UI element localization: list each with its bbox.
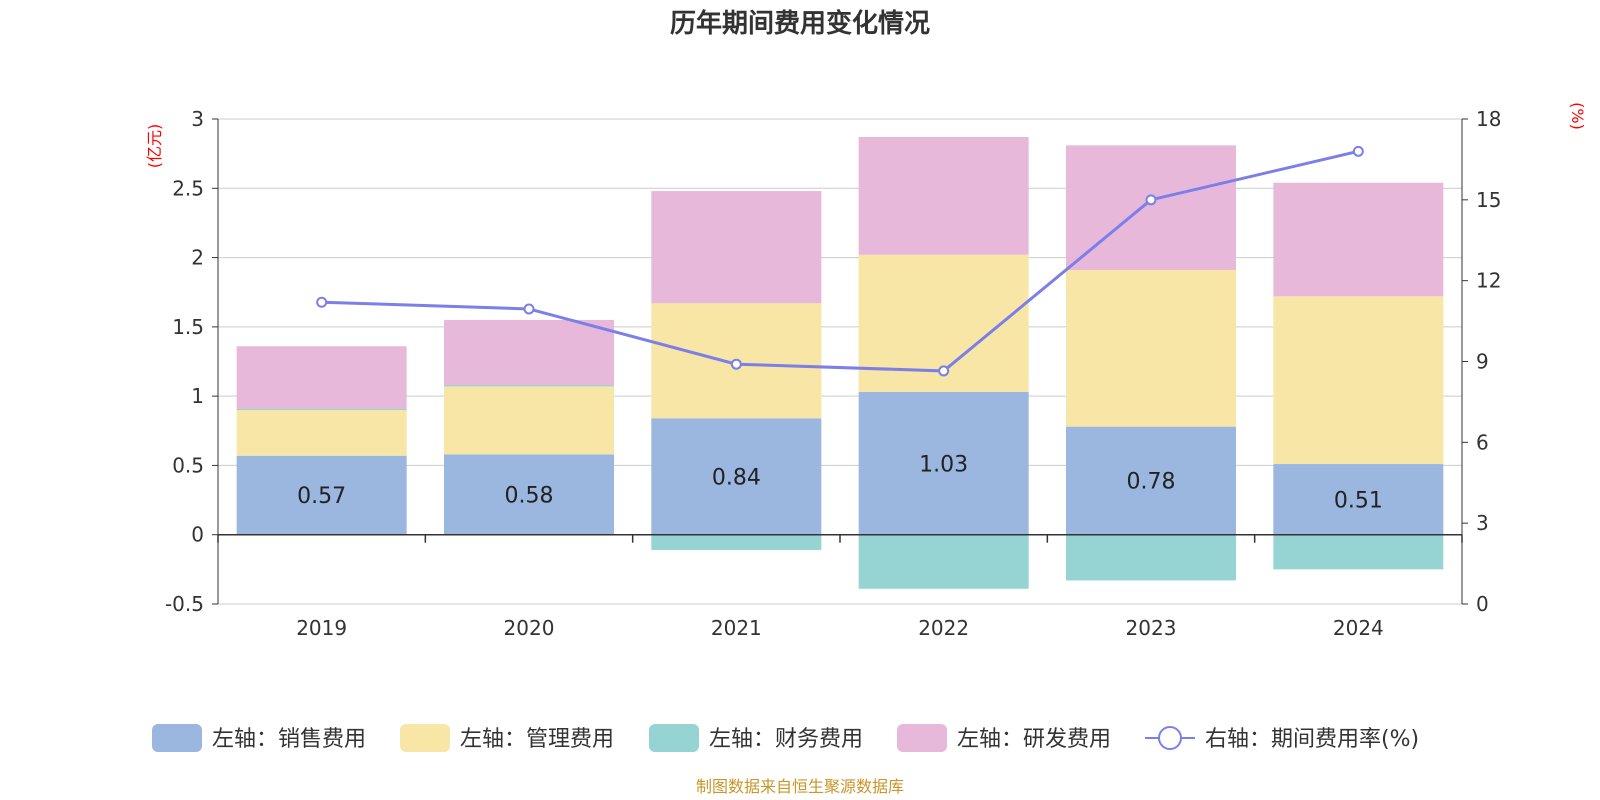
source-note: 制图数据来自恒生聚源数据库 xyxy=(696,777,904,796)
left-tick-label-1.5: 1.5 xyxy=(172,315,204,339)
legend-swatch-0 xyxy=(152,724,202,752)
data-label-2022: 1.03 xyxy=(919,452,968,477)
legend-label-2: 左轴：财务费用 xyxy=(709,727,863,752)
left-tick-label-2.5: 2.5 xyxy=(172,176,204,200)
data-label-2020: 0.58 xyxy=(505,484,554,509)
rate-point-2022 xyxy=(938,365,950,377)
rate-point-2020 xyxy=(523,303,535,315)
right-axis-unit: (%) xyxy=(1568,102,1587,130)
x-tick-label-2023: 2023 xyxy=(1126,616,1177,640)
legend-label-0: 左轴：销售费用 xyxy=(212,727,366,752)
legend-swatch-3 xyxy=(897,724,947,752)
x-tick-label-2019: 2019 xyxy=(296,616,347,640)
right-tick-label-9: 9 xyxy=(1476,350,1489,374)
right-tick-label-12: 12 xyxy=(1476,269,1501,293)
rate-point-2023 xyxy=(1145,194,1157,206)
bar-series xyxy=(236,137,1444,589)
bar-2020-series-3 xyxy=(444,319,614,386)
bar-2023-series-0 xyxy=(1066,426,1236,535)
left-tick-label-2: 2 xyxy=(191,246,204,270)
bar-2021-series-0 xyxy=(651,418,822,535)
bar-2022-series-2 xyxy=(858,534,1029,589)
data-label-2019: 0.57 xyxy=(297,484,346,509)
legend: 左轴：销售费用 左轴：管理费用 左轴：财务费用 左轴：研发费用 右轴：期间费用率(%) xyxy=(152,724,1419,752)
rate-line xyxy=(321,149,1359,373)
bar-2020-series-2 xyxy=(444,385,614,387)
bar-2024-series-0 xyxy=(1273,464,1444,535)
left-tick-label-0: 0 xyxy=(191,523,204,547)
legend-label-3: 左轴：研发费用 xyxy=(957,727,1111,752)
bar-2019-series-1 xyxy=(236,410,407,456)
bar-2022-series-3 xyxy=(858,137,1029,255)
data-label-2021: 0.84 xyxy=(712,466,761,491)
bar-2020-series-0 xyxy=(444,454,614,535)
right-tick-label-6: 6 xyxy=(1476,430,1489,454)
bar-2023-series-2 xyxy=(1066,534,1236,581)
bar-2021-series-3 xyxy=(651,191,822,304)
legend-swatch-2 xyxy=(649,724,699,752)
rate-point-2019 xyxy=(316,296,328,308)
left-tick-label--0.5: -0.5 xyxy=(165,592,204,616)
right-tick-label-3: 3 xyxy=(1476,511,1489,535)
rate-point-2021 xyxy=(730,358,742,370)
x-tick-label-2020: 2020 xyxy=(504,616,555,640)
gridlines xyxy=(218,118,1462,605)
right-tick-label-18: 18 xyxy=(1476,107,1501,131)
right-tick-label-15: 15 xyxy=(1476,188,1501,212)
left-tick-label-3: 3 xyxy=(191,107,204,131)
left-tick-label-0.5: 0.5 xyxy=(172,453,204,477)
legend-swatch-1 xyxy=(400,724,450,752)
bar-2024-series-3 xyxy=(1273,182,1444,297)
rate-point-2024 xyxy=(1352,145,1364,157)
bar-2022-series-0 xyxy=(858,391,1029,535)
bar-2019-series-3 xyxy=(236,346,407,409)
bar-2019-series-2 xyxy=(236,408,407,410)
data-labels: 0.57 0.58 0.84 1.03 0.78 0.51 xyxy=(297,452,1383,513)
data-label-2024: 0.51 xyxy=(1334,488,1383,513)
left-axis-unit: (亿元) xyxy=(145,124,164,169)
bar-2020-series-1 xyxy=(444,386,614,455)
rate-line-series xyxy=(316,145,1364,377)
x-tick-label-2024: 2024 xyxy=(1333,616,1384,640)
bar-2024-series-1 xyxy=(1273,296,1444,465)
legend-circle-swatch xyxy=(1158,726,1182,750)
legend-label-1: 左轴：管理费用 xyxy=(460,727,614,752)
left-tick-label-1: 1 xyxy=(191,384,204,408)
bar-2019-series-0 xyxy=(236,455,407,535)
data-label-2023: 0.78 xyxy=(1127,470,1176,495)
bar-2024-series-2 xyxy=(1273,534,1444,570)
x-tick-label-2021: 2021 xyxy=(711,616,762,640)
x-tick-label-2022: 2022 xyxy=(918,616,969,640)
legend-label-4: 右轴：期间费用率(%) xyxy=(1205,727,1419,752)
bar-2023-series-1 xyxy=(1066,270,1236,427)
bar-2021-series-2 xyxy=(651,534,822,550)
bar-2023-series-3 xyxy=(1066,145,1236,271)
chart-title: 历年期间费用变化情况 xyxy=(670,8,930,39)
right-tick-label-0: 0 xyxy=(1476,592,1489,616)
